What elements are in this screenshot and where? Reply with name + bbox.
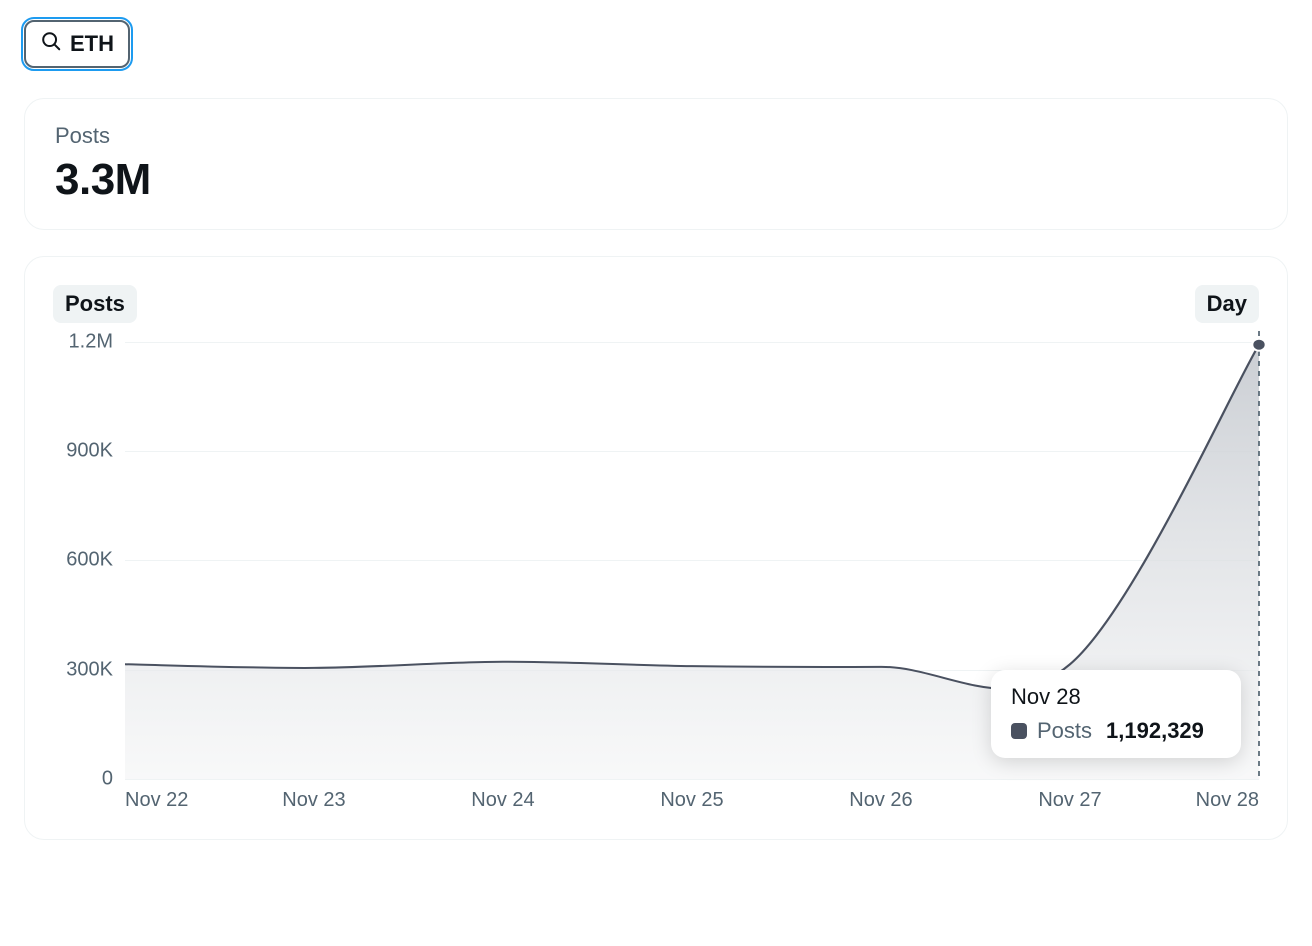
x-tick-label: Nov 28 xyxy=(1196,789,1259,812)
x-tick-label: Nov 26 xyxy=(849,789,912,812)
chart-card: Posts Day 0 300K 600K 900K 1.2M Nov 28 Posts… xyxy=(24,256,1288,840)
x-axis: Nov 22 Nov 23 Nov 24 Nov 25 Nov 26 Nov 27 Nov … xyxy=(125,789,1259,817)
y-tick-label: 900K xyxy=(53,440,113,463)
tooltip-swatch xyxy=(1011,723,1027,739)
tooltip-value: 1,192,329 xyxy=(1106,718,1204,744)
hover-marker xyxy=(1252,339,1266,351)
x-tick-label: Nov 22 xyxy=(125,789,188,812)
chart-metric-selector[interactable]: Posts xyxy=(53,285,137,323)
chart-granularity-selector[interactable]: Day xyxy=(1195,285,1259,323)
search-query-text: ETH xyxy=(70,31,114,57)
y-axis: 0300K600K900K1.2M xyxy=(53,331,125,779)
chart-plot[interactable]: Nov 28 Posts 1,192,329 xyxy=(125,331,1259,779)
y-tick-label: 1.2M xyxy=(53,330,113,353)
y-tick-label: 300K xyxy=(53,658,113,681)
y-tick-label: 600K xyxy=(53,549,113,572)
metric-label: Posts xyxy=(55,123,1257,149)
chart-area: 0300K600K900K1.2M Nov 28 Posts 1,192,329 xyxy=(53,331,1259,779)
search-icon xyxy=(40,30,62,58)
tooltip-date: Nov 28 xyxy=(1011,684,1221,710)
gridline xyxy=(125,779,1259,780)
chart-tooltip: Nov 28 Posts 1,192,329 xyxy=(991,670,1241,758)
x-tick-label: Nov 23 xyxy=(282,789,345,812)
y-tick-label: 0 xyxy=(53,768,113,791)
metric-value: 3.3M xyxy=(55,155,1257,205)
x-tick-label: Nov 27 xyxy=(1038,789,1101,812)
x-tick-label: Nov 24 xyxy=(471,789,534,812)
series-line xyxy=(125,345,1259,689)
metric-card: Posts 3.3M xyxy=(24,98,1288,230)
x-tick-label: Nov 25 xyxy=(660,789,723,812)
tooltip-metric-label: Posts xyxy=(1037,718,1092,744)
search-pill[interactable]: ETH xyxy=(24,20,130,68)
